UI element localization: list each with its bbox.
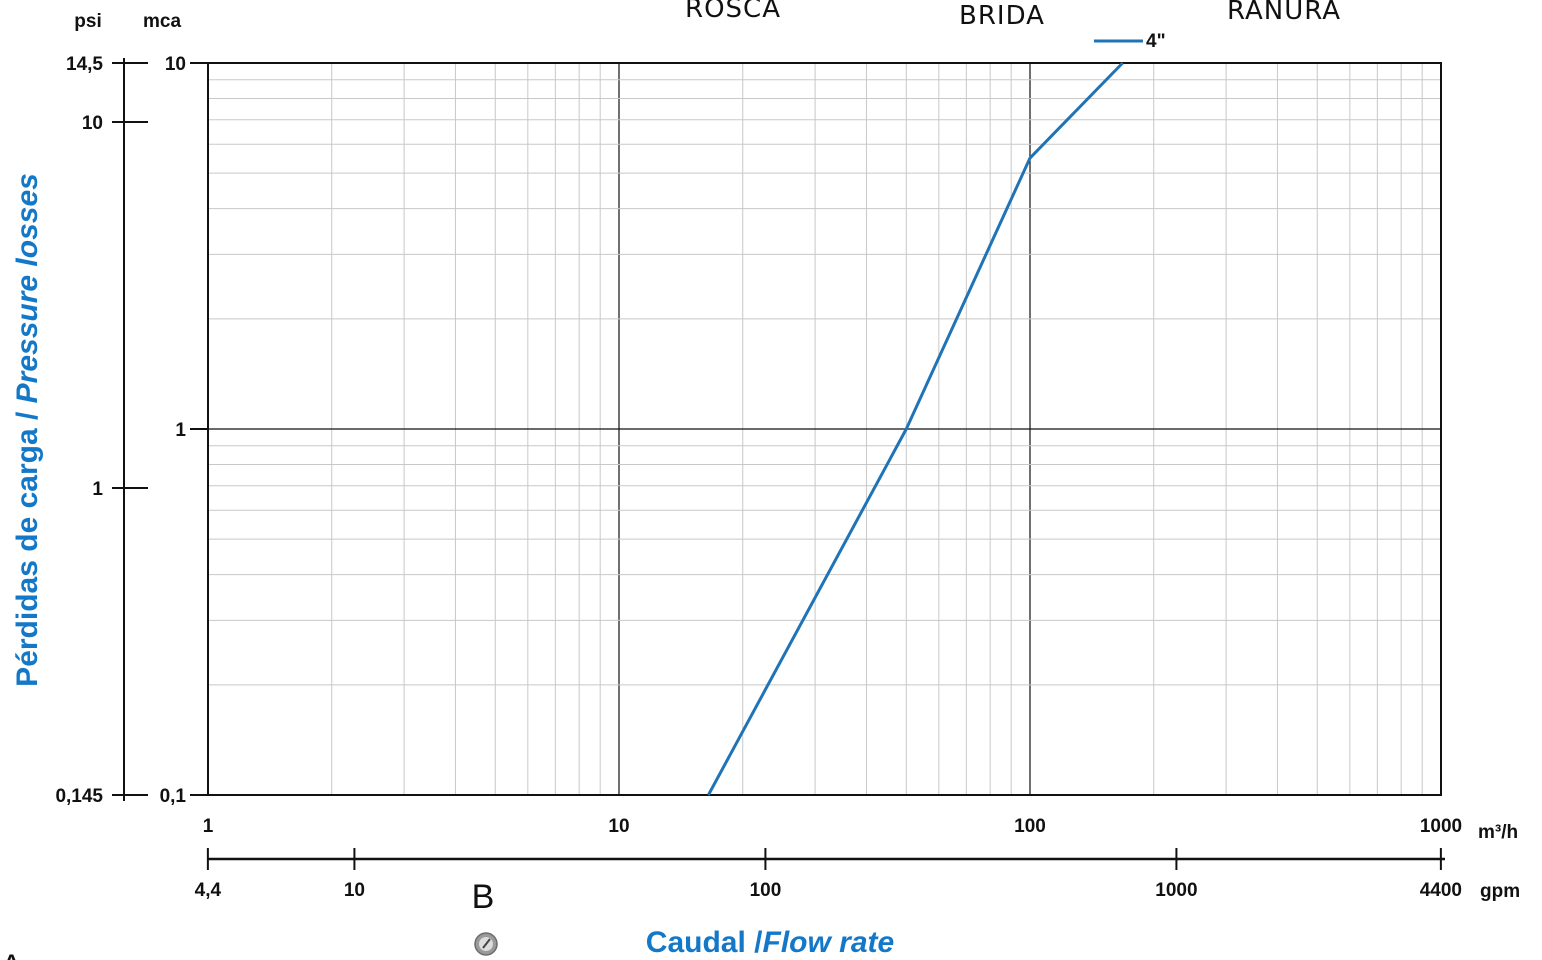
gpm-tick-label: 10 xyxy=(344,880,365,901)
x-tick-label: 100 xyxy=(1014,816,1046,837)
x-tick-label: 10 xyxy=(608,816,629,837)
header-label-brida: BRIDA xyxy=(959,1,1045,31)
x-axis-title-part1: Caudal / xyxy=(646,926,763,959)
series-line-4in xyxy=(707,61,1124,796)
header-label-ranura: RANURA xyxy=(1227,0,1341,26)
series-layer xyxy=(707,61,1124,796)
x-axis-title-part2: Flow rate xyxy=(763,926,895,959)
header-label-rosca: ROSCA xyxy=(685,0,781,24)
x-axis-title: Caudal /Flow rate xyxy=(646,926,894,959)
mca-tick-label: 0,1 xyxy=(160,786,187,807)
psi-tick-label: 14,5 xyxy=(66,54,103,75)
gpm-tick-label: 4400 xyxy=(1420,880,1462,901)
y-axis-title-part2: Pressure losses xyxy=(11,173,44,403)
stray-label-b: B xyxy=(472,878,495,916)
psi-tick-label: 1 xyxy=(92,479,103,500)
tick-labels: 1 10 100 1000 0,1 1 10 0,145 1 10 14,5 4,4 10 100 1000… xyxy=(55,54,1462,901)
psi-unit-label: psi xyxy=(74,11,101,32)
y-axis-title: Pérdidas de carga / Pressure losses xyxy=(11,173,44,687)
psi-tick-label: 0,145 xyxy=(55,786,103,807)
stray-label-a: A xyxy=(0,948,23,960)
mca-tick-label: 10 xyxy=(165,54,186,75)
x-tick-label: 1 xyxy=(203,816,214,837)
legend-label-4in: 4" xyxy=(1146,31,1166,52)
gpm-tick-label: 100 xyxy=(750,880,782,901)
gauge-icon xyxy=(474,932,498,956)
grid xyxy=(208,63,1441,795)
mca-tick-label: 1 xyxy=(175,420,186,441)
gpm-unit-label: gpm xyxy=(1480,881,1520,902)
psi-tick-label: 10 xyxy=(82,113,103,134)
x-tick-label: 1000 xyxy=(1420,816,1462,837)
m3h-unit-label: m³/h xyxy=(1478,822,1518,843)
gpm-tick-label: 1000 xyxy=(1155,880,1197,901)
gpm-tick-label: 4,4 xyxy=(195,880,222,901)
y-axis-title-part1: Pérdidas de carga / xyxy=(11,403,44,686)
mca-unit-label: mca xyxy=(143,11,181,32)
